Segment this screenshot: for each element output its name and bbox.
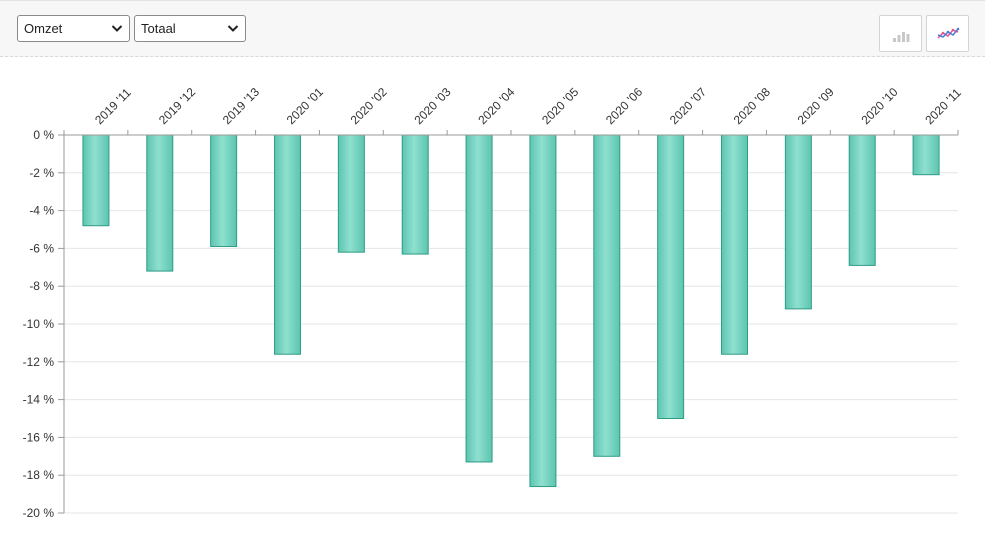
bar-1[interactable] [146, 134, 174, 272]
bar-13[interactable] [912, 134, 940, 176]
bar-7[interactable] [529, 134, 557, 488]
y-tick-label: -10 % [23, 317, 55, 331]
y-tick-label: 0 % [33, 128, 54, 142]
y-tick-label: -12 % [23, 355, 55, 369]
bar-chart-button[interactable] [879, 15, 922, 52]
y-tick-label: -14 % [23, 393, 55, 407]
line-chart-icon [937, 27, 960, 39]
y-tick-label: -2 % [29, 166, 54, 180]
x-tick-label: 2020 '08 [731, 85, 773, 127]
x-tick-label: 2020 '04 [475, 85, 517, 127]
bar-8[interactable] [593, 134, 621, 457]
x-tick-label: 2020 '07 [667, 85, 709, 127]
x-tick-label: 2019 '11 [92, 85, 134, 127]
bar-3[interactable] [274, 134, 301, 355]
y-tick-label: -18 % [23, 468, 55, 482]
y-tick-label: -20 % [23, 506, 55, 520]
bar-2[interactable] [210, 134, 238, 248]
x-tick-label: 2020 '03 [411, 85, 453, 127]
bar-4[interactable] [337, 134, 365, 253]
bar-5[interactable] [401, 134, 429, 255]
bar-11[interactable] [784, 134, 812, 310]
chevron-down-icon [111, 25, 123, 32]
bar-6[interactable] [465, 134, 493, 463]
y-tick-label: -16 % [23, 430, 55, 444]
bar-chart-icon [893, 32, 910, 42]
x-tick-label: 2020 '05 [539, 85, 581, 127]
x-tick-label: 2019 '13 [220, 85, 262, 127]
x-tick-label: 2020 '06 [603, 85, 645, 127]
x-tick-label: 2020 '02 [348, 85, 390, 127]
chevron-down-icon [227, 25, 239, 32]
metric-select[interactable]: Omzet [17, 15, 130, 42]
bar-0[interactable] [82, 134, 110, 227]
y-tick-label: -8 % [29, 279, 54, 293]
x-tick-label: 2019 '12 [156, 85, 198, 127]
bar-9[interactable] [657, 134, 685, 419]
x-tick-label: 2020 '11 [922, 85, 964, 127]
x-tick-label: 2020 '01 [284, 85, 326, 127]
metric-select-value: Omzet [24, 21, 63, 36]
x-tick-label: 2020 '10 [858, 85, 900, 127]
y-tick-label: -4 % [29, 204, 54, 218]
scope-select[interactable]: Totaal [134, 15, 246, 42]
chart-toolbar: Omzet Totaal [0, 0, 985, 57]
bar-chart: 0 % -2 % -4 % -6 % -8 % -10 % -12 % -14 % -16 % -… [23, 85, 964, 520]
bar-12[interactable] [848, 134, 876, 266]
scope-select-value: Totaal [141, 21, 176, 36]
y-tick-label: -6 % [29, 241, 54, 255]
line-chart-button[interactable] [926, 15, 969, 52]
x-tick-label: 2020 '09 [795, 85, 837, 127]
bar-10[interactable] [721, 134, 748, 355]
